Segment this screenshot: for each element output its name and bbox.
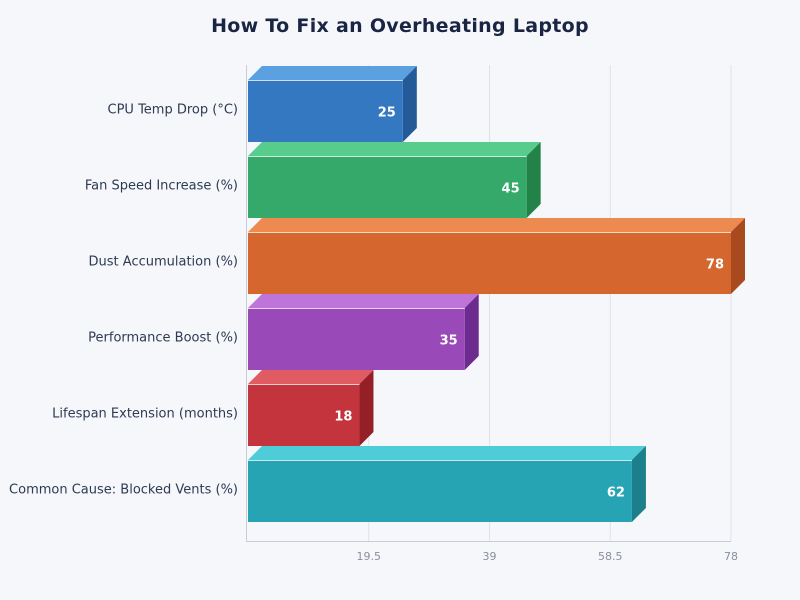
bar-front-face xyxy=(248,80,403,142)
bar xyxy=(248,294,479,370)
bar xyxy=(248,370,374,446)
bar-side-face xyxy=(359,370,374,446)
x-tick-label: 78 xyxy=(724,550,738,563)
chart-title: How To Fix an Overheating Laptop xyxy=(211,15,589,37)
bar-front-face xyxy=(248,156,527,218)
bar-front-face xyxy=(248,308,465,370)
category-label: Fan Speed Increase (%) xyxy=(84,178,238,194)
x-tick-label: 19.5 xyxy=(356,550,382,563)
bar-front-face xyxy=(248,384,360,446)
bar-side-face xyxy=(631,446,646,522)
bar-value-label: 35 xyxy=(439,333,458,349)
x-tick-label: 58.5 xyxy=(598,550,623,563)
bar-top-face xyxy=(248,142,541,156)
bar-top-face xyxy=(248,294,479,308)
bar-value-label: 25 xyxy=(377,105,396,121)
bar-value-label: 62 xyxy=(606,485,625,501)
bar-front-face xyxy=(248,460,632,522)
category-label: Common Cause: Blocked Vents (%) xyxy=(9,482,238,498)
bars xyxy=(248,66,745,522)
bar xyxy=(248,218,745,294)
category-label: CPU Temp Drop (°C) xyxy=(107,102,238,118)
bar-top-face xyxy=(248,66,417,80)
bar-top-face xyxy=(248,446,646,460)
bar-side-face xyxy=(731,218,745,294)
bar-value-label: 78 xyxy=(705,257,724,273)
bar-top-face xyxy=(248,370,374,384)
bar-value-label: 18 xyxy=(334,409,353,425)
bar xyxy=(248,446,646,522)
bar-top-face xyxy=(248,218,745,232)
category-label: Performance Boost (%) xyxy=(88,330,238,346)
bar-front-face xyxy=(248,232,731,294)
bar-value-label: 45 xyxy=(501,181,520,197)
bar xyxy=(248,142,541,218)
bar-side-face xyxy=(402,66,417,142)
x-tick-label: 39 xyxy=(482,550,497,563)
bar-side-face xyxy=(526,142,541,218)
category-label: Lifespan Extension (months) xyxy=(52,406,238,422)
category-label: Dust Accumulation (%) xyxy=(88,254,238,270)
bar xyxy=(248,66,417,142)
bar-side-face xyxy=(464,294,479,370)
